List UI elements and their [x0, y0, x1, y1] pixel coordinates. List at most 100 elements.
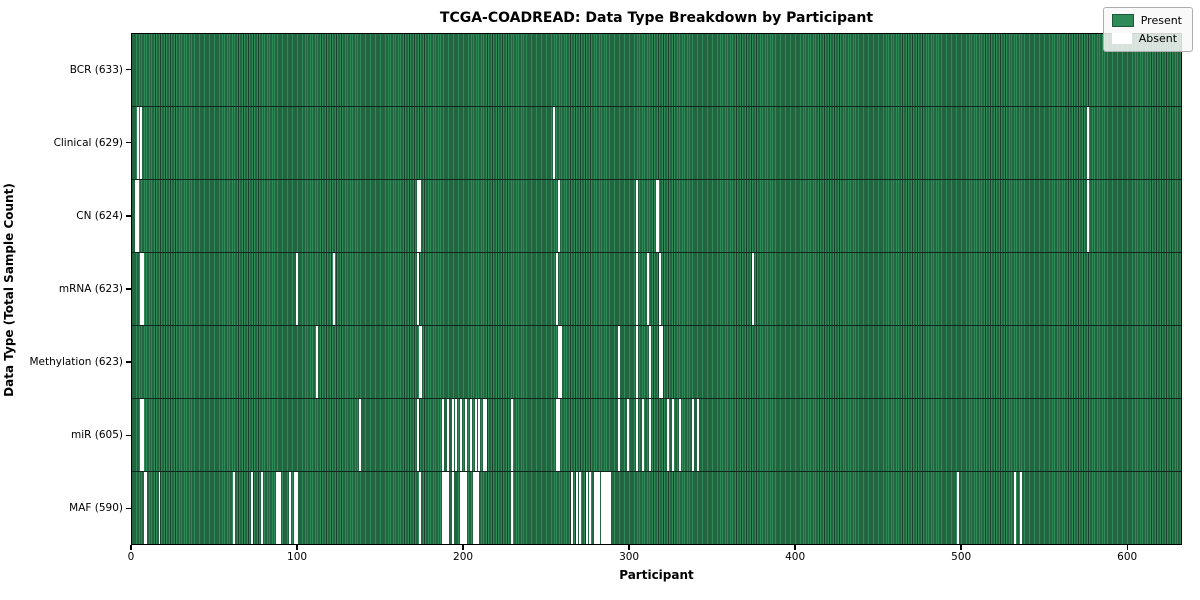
- x-tick-label: 400: [785, 551, 806, 563]
- absent-stripe: [461, 472, 464, 544]
- absent-stripe: [418, 472, 421, 544]
- y-tick: [126, 68, 131, 71]
- row-mRNA: [132, 253, 1181, 326]
- absent-stripe: [678, 399, 681, 471]
- absent-stripe: [143, 472, 146, 544]
- absent-stripe: [559, 326, 562, 398]
- x-tick-label: 0: [127, 551, 135, 563]
- absent-stripe: [460, 399, 463, 471]
- row-MAF: [132, 472, 1181, 544]
- y-tick-label-Clinical: Clinical (629): [53, 136, 123, 149]
- absent-stripe: [658, 326, 661, 398]
- absent-stripe: [476, 472, 479, 544]
- absent-stripe: [635, 326, 638, 398]
- x-tick-label: 200: [453, 551, 474, 563]
- x-tick: [960, 545, 962, 550]
- absent-stripe: [667, 399, 670, 471]
- absent-stripe: [557, 326, 560, 398]
- absent-stripe: [647, 253, 650, 325]
- absent-stripe: [140, 253, 143, 325]
- x-tick-label: 600: [1117, 551, 1138, 563]
- absent-stripe: [141, 399, 144, 471]
- absent-stripe: [332, 253, 335, 325]
- x-tick: [794, 545, 796, 550]
- absent-stripe: [627, 399, 630, 471]
- row-miR: [132, 399, 1181, 472]
- absent-stripe: [655, 180, 658, 252]
- y-axis-label: Data Type (Total Sample Count): [2, 183, 16, 397]
- absent-stripe: [418, 326, 421, 398]
- absent-stripe: [635, 253, 638, 325]
- y-tick: [126, 142, 131, 144]
- absent-stripe: [279, 472, 282, 544]
- absent-stripe: [465, 399, 468, 471]
- absent-stripe: [617, 326, 620, 398]
- absent-stripe: [465, 472, 468, 544]
- absent-stripe: [556, 399, 559, 471]
- absent-stripe: [451, 399, 454, 471]
- absent-stripe: [359, 399, 362, 471]
- y-tick: [126, 434, 131, 436]
- absent-stripe: [511, 472, 514, 544]
- absent-stripe: [443, 472, 446, 544]
- plot-area: [131, 33, 1182, 545]
- row-BCR: [132, 34, 1181, 107]
- y-tick: [126, 507, 131, 510]
- x-tick: [462, 545, 464, 550]
- absent-stripe: [420, 326, 423, 398]
- absent-stripe: [483, 399, 486, 471]
- absent-stripe: [441, 472, 444, 544]
- absent-stripe: [642, 399, 645, 471]
- absent-stripe: [692, 399, 695, 471]
- absent-stripe: [605, 472, 608, 544]
- absent-stripe: [136, 107, 139, 179]
- x-tick: [296, 545, 298, 550]
- absent-stripe: [277, 472, 280, 544]
- absent-stripe: [607, 472, 610, 544]
- absent-stripe: [586, 472, 589, 544]
- absent-stripe: [145, 472, 148, 544]
- legend-label-present: Present: [1140, 14, 1182, 27]
- absent-stripe: [463, 472, 466, 544]
- absent-stripe: [445, 472, 448, 544]
- absent-stripe: [557, 180, 560, 252]
- x-tick: [130, 545, 132, 550]
- absent-stripe: [596, 472, 598, 544]
- absent-stripe: [276, 472, 279, 544]
- absent-stripe: [660, 326, 663, 398]
- absent-stripe: [751, 253, 754, 325]
- absent-stripe: [475, 472, 478, 544]
- absent-stripe: [140, 399, 143, 471]
- absent-stripe: [557, 399, 560, 471]
- y-tick-label-MAF: MAF (590): [69, 502, 123, 515]
- x-tick: [1126, 545, 1128, 550]
- absent-stripe: [233, 472, 236, 544]
- absent-stripe: [470, 399, 473, 471]
- absent-stripe: [141, 253, 144, 325]
- absent-stripe: [957, 472, 960, 544]
- absent-stripe: [571, 472, 574, 544]
- absent-stripe: [251, 472, 254, 544]
- absent-stripe: [511, 399, 514, 471]
- absent-stripe: [609, 472, 612, 544]
- absent-stripe: [649, 399, 652, 471]
- present-swatch: [1111, 14, 1134, 27]
- chart-title: TCGA-COADREAD: Data Type Breakdown by Pa…: [439, 10, 874, 26]
- legend-item-absent: Absent: [1111, 32, 1182, 45]
- absent-stripe: [1013, 472, 1016, 544]
- x-tick-label: 300: [619, 551, 640, 563]
- absent-stripe: [315, 326, 318, 398]
- row-Clinical: [132, 107, 1181, 180]
- absent-stripe: [446, 399, 449, 471]
- legend-label-absent: Absent: [1138, 32, 1178, 45]
- absent-stripe: [294, 472, 297, 544]
- legend: Present Absent: [1102, 7, 1193, 52]
- absent-stripe: [604, 472, 607, 544]
- absent-stripe: [649, 326, 652, 398]
- absent-stripe: [135, 180, 138, 252]
- absent-stripe: [289, 472, 292, 544]
- y-tick-label-CN: CN (624): [76, 209, 123, 222]
- absent-stripe: [418, 180, 421, 252]
- absent-stripe: [296, 472, 299, 544]
